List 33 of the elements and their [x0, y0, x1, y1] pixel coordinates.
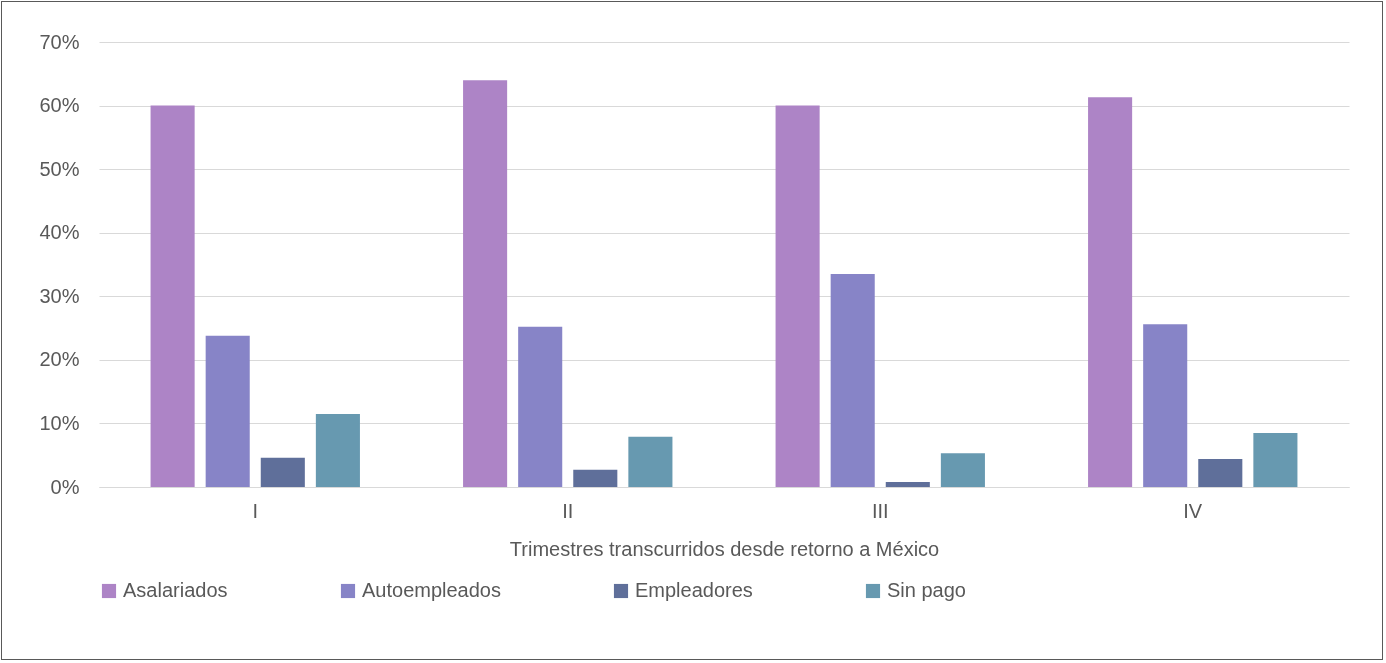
- y-tick-label: 40%: [39, 221, 80, 244]
- y-tick-label: 70%: [39, 30, 80, 53]
- bar: [260, 457, 305, 487]
- y-tick-label: 10%: [39, 411, 80, 434]
- bar: [518, 326, 563, 487]
- bar: [463, 80, 508, 487]
- y-tick-label: 50%: [39, 157, 80, 180]
- x-tick-label: IV: [1183, 499, 1203, 522]
- bar: [775, 105, 820, 487]
- legend-label: Sin pago: [887, 579, 966, 601]
- legend-label: Empleadores: [635, 579, 753, 601]
- x-tick-label: I: [252, 499, 259, 522]
- legend-label: Autoempleados: [362, 579, 501, 601]
- y-tick-label: 60%: [39, 94, 80, 117]
- bar: [1143, 324, 1188, 487]
- bar: [205, 335, 250, 487]
- x-tick-label: II: [562, 499, 574, 522]
- bar: [315, 413, 360, 487]
- bar: [940, 453, 985, 487]
- bar: [628, 436, 673, 487]
- bar: [1253, 432, 1298, 487]
- bar: [830, 274, 875, 487]
- y-tick-label: 20%: [39, 348, 80, 371]
- bar: [150, 105, 195, 487]
- x-axis-title: Trimestres transcurridos desde retorno a México: [509, 537, 940, 560]
- y-tick-label: 0%: [50, 475, 80, 498]
- bar: [885, 481, 930, 487]
- y-tick-label: 30%: [39, 284, 80, 307]
- legend-label: Asalariados: [123, 579, 228, 601]
- x-tick-label: III: [871, 499, 889, 522]
- bar: [1088, 97, 1133, 487]
- bar: [1198, 459, 1243, 487]
- bar: [573, 469, 618, 487]
